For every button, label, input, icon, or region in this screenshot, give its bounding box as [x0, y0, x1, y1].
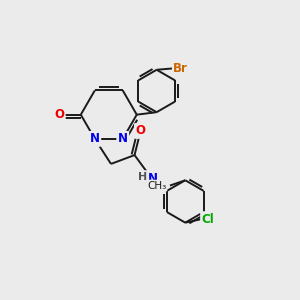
Text: N: N [90, 132, 100, 146]
Text: H: H [138, 172, 147, 182]
Text: O: O [54, 108, 64, 121]
Text: CH₃: CH₃ [147, 181, 167, 190]
Text: Cl: Cl [202, 213, 214, 226]
Text: Br: Br [173, 62, 188, 75]
Text: N: N [118, 132, 128, 146]
Text: N: N [148, 172, 158, 185]
Text: O: O [135, 124, 146, 137]
